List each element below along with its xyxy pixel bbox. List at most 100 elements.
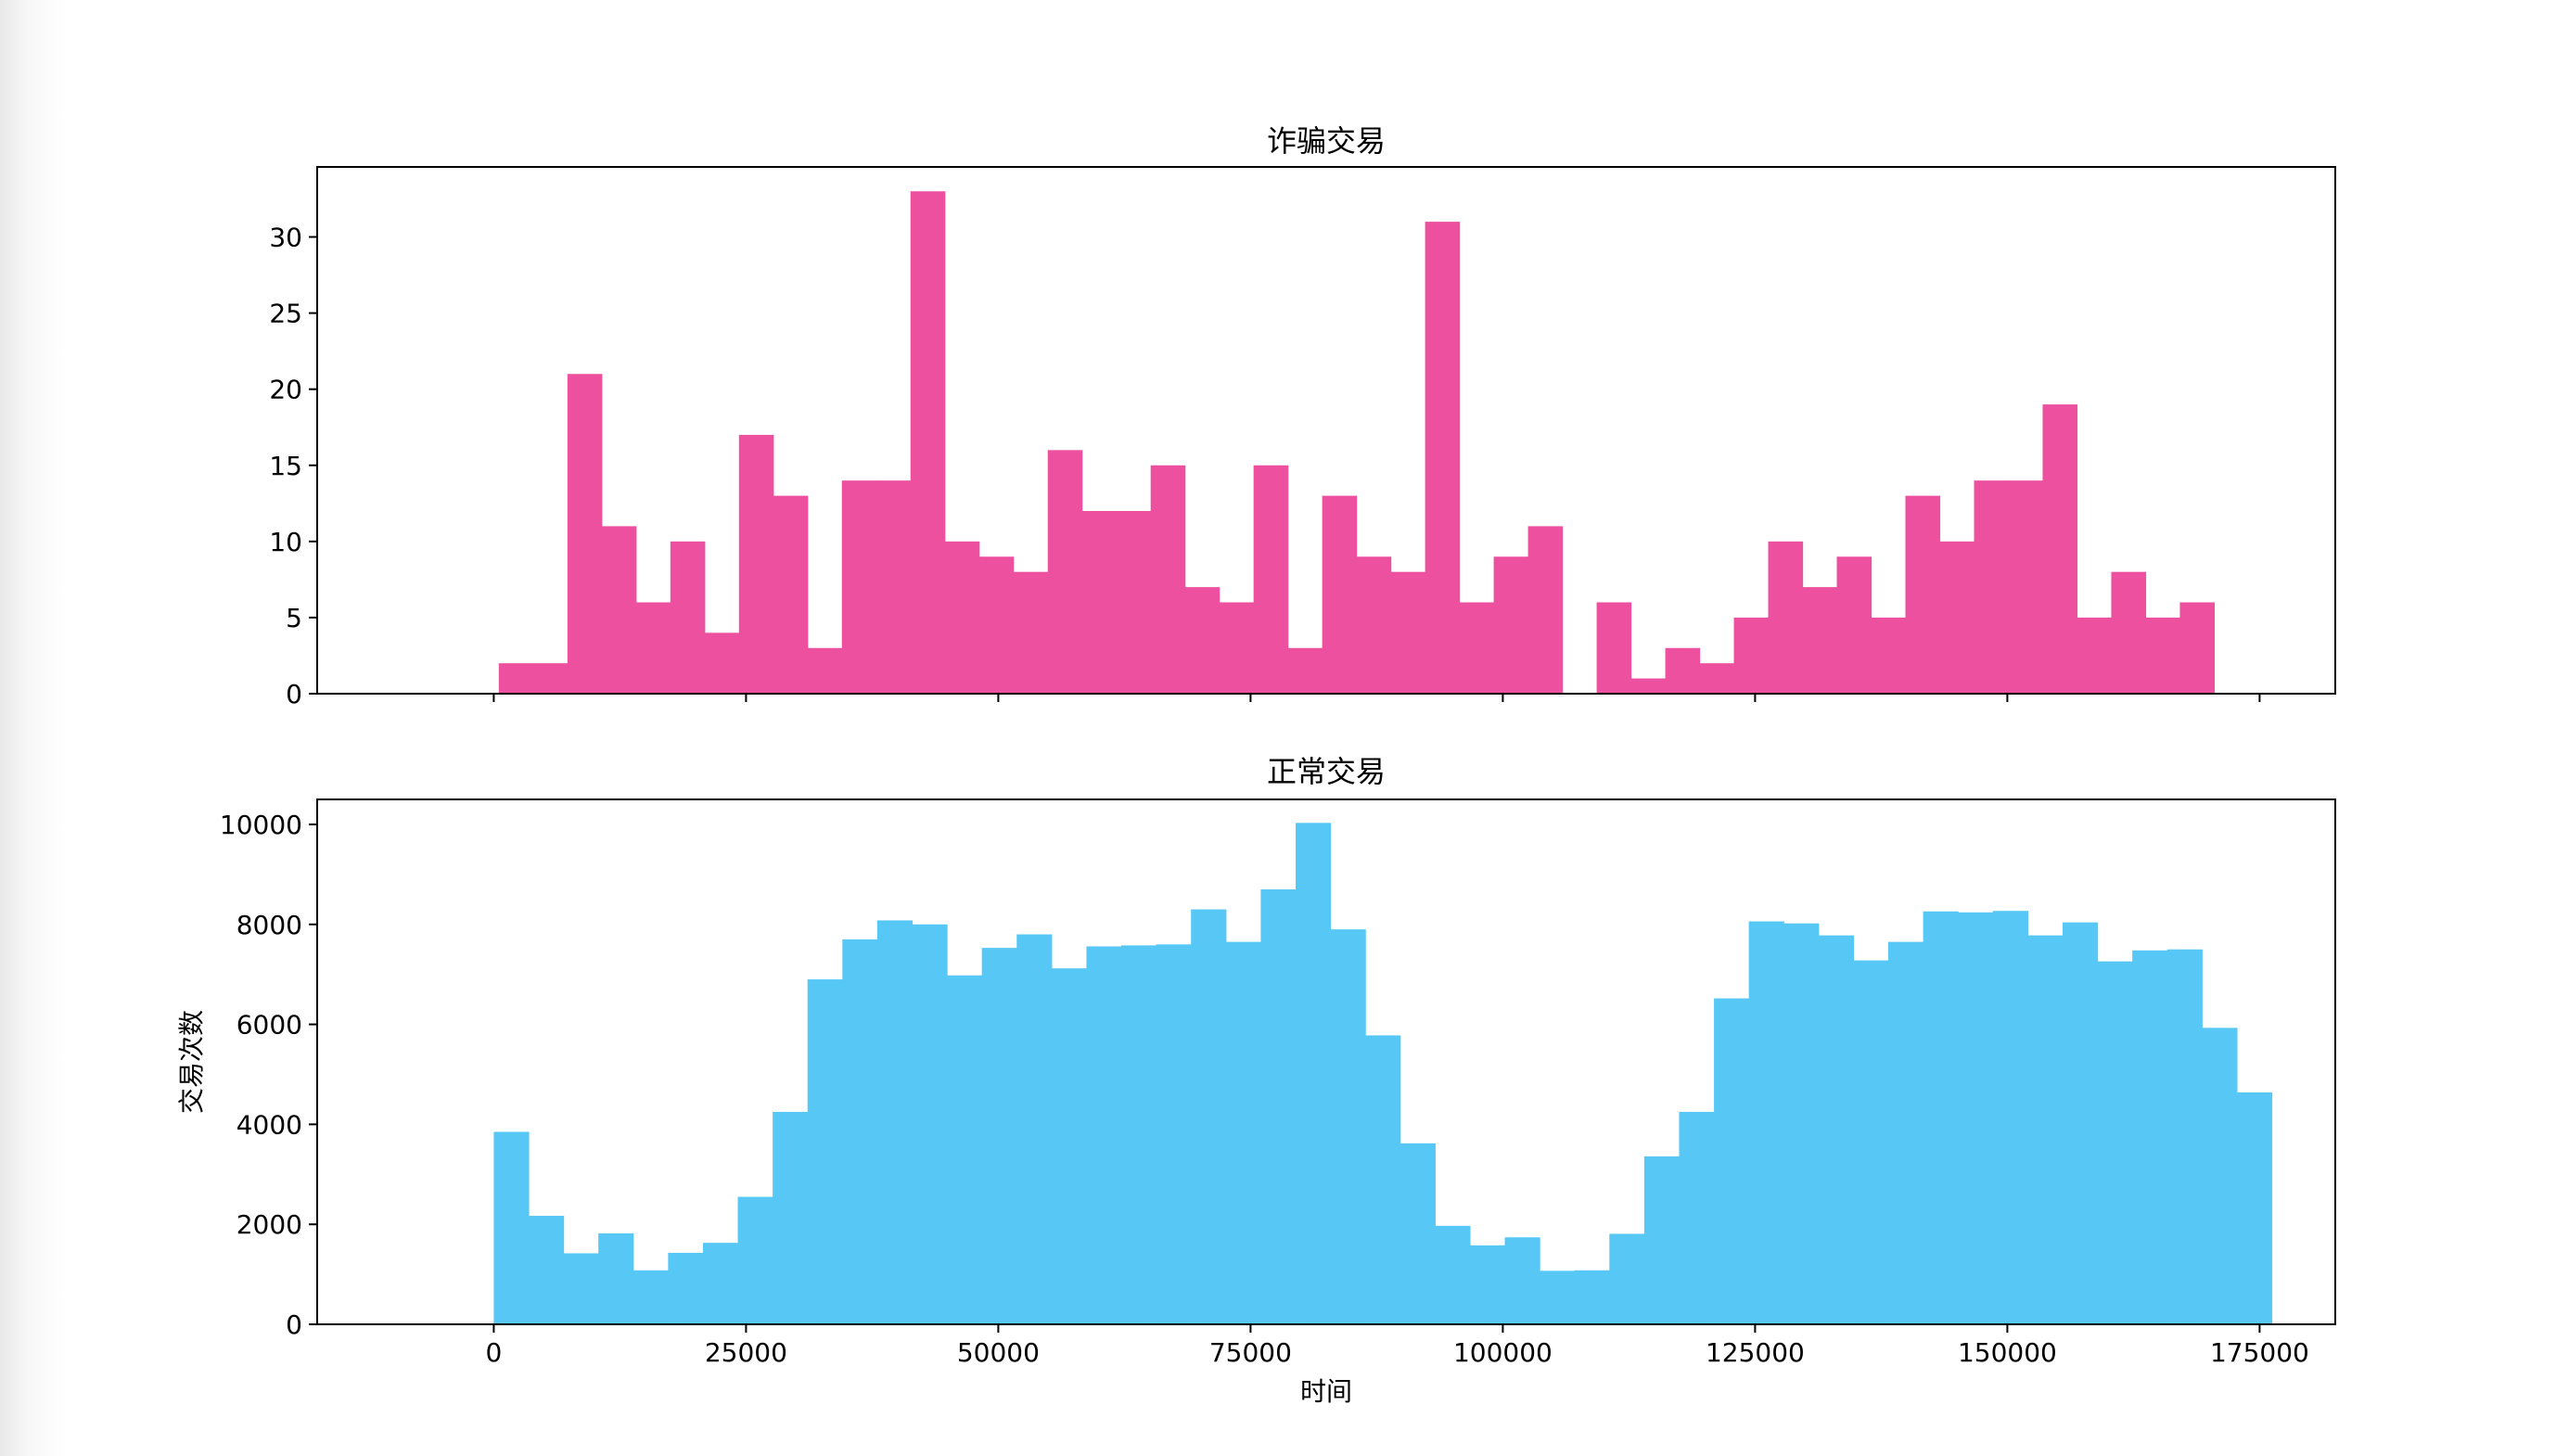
normal-bar: [1225, 941, 1261, 1324]
normal-bar: [1330, 929, 1366, 1324]
fraud-bar: [1390, 571, 1426, 694]
normal-bar: [493, 1131, 530, 1324]
fraud-bar: [1081, 511, 1118, 694]
normal-y-tick-label: 8000: [236, 910, 302, 940]
fraud-panel: 诈骗交易 0 5 10 15 20 25 30: [269, 123, 2336, 709]
normal-bar: [1469, 1245, 1506, 1324]
normal-bar: [1923, 911, 1959, 1324]
normal-bar: [2202, 1028, 2238, 1324]
normal-bar: [1504, 1237, 1540, 1324]
normal-bar: [1540, 1271, 1576, 1324]
normal-bar: [842, 939, 878, 1324]
fraud-bar: [807, 647, 843, 694]
normal-bar: [1121, 945, 1157, 1324]
normal-bar: [912, 924, 948, 1324]
fraud-bar: [1596, 602, 1632, 694]
fraud-bar: [841, 480, 877, 694]
normal-bar: [1609, 1233, 1645, 1324]
fraud-bar: [2008, 480, 2044, 694]
fraud-bar: [1425, 222, 1461, 694]
fraud-x-axis: [492, 694, 2261, 702]
fraud-y-tick-label: 15: [269, 451, 302, 481]
normal-x-tick-label: 75000: [1209, 1337, 1292, 1368]
fraud-y-tick-label: 10: [269, 527, 302, 557]
normal-y-tick-label: 0: [286, 1309, 302, 1340]
normal-bar: [1853, 960, 1889, 1324]
normal-bar: [1191, 909, 1227, 1324]
fraud-y-tick-label: 30: [269, 223, 302, 253]
fraud-bar: [498, 663, 534, 694]
normal-bar: [1156, 944, 1192, 1324]
normal-x-tick-label: 150000: [1958, 1337, 2057, 1368]
fraud-bars: [498, 191, 2216, 694]
fraud-plot-frame: [316, 166, 2336, 695]
fraud-bar: [704, 632, 740, 694]
fraud-bar: [1184, 587, 1220, 694]
fraud-y-tick-label: 0: [286, 679, 302, 709]
fraud-bar: [738, 434, 774, 694]
normal-x-tick-label: 125000: [1706, 1337, 1805, 1368]
normal-bar: [1399, 1143, 1436, 1324]
fraud-bar: [1768, 541, 1804, 694]
fraud-bar: [773, 495, 809, 694]
normal-panel: 正常交易 0 2000 4000 6000 8000 10000 0 25000 50000 7…: [176, 754, 2336, 1407]
normal-x-tick-label: 50000: [957, 1337, 1040, 1368]
normal-bar: [633, 1270, 669, 1324]
normal-bar: [1435, 1225, 1471, 1324]
normal-bar: [1051, 968, 1088, 1324]
normal-bar: [702, 1243, 739, 1324]
normal-bar: [1260, 889, 1297, 1324]
normal-bar: [773, 1111, 809, 1324]
normal-bar: [1748, 921, 1784, 1324]
fraud-bar: [2145, 617, 2181, 694]
normal-y-tick-label: 6000: [236, 1010, 302, 1041]
fraud-y-tick-label: 5: [286, 603, 302, 633]
normal-bar: [1958, 912, 1994, 1324]
normal-bar: [2166, 949, 2203, 1324]
normal-x-tick-label: 100000: [1453, 1337, 1553, 1368]
normal-x-axis: 0 25000 50000 75000 100000 125000 150000 175000: [485, 1324, 2309, 1368]
normal-y-tick-label: 10000: [220, 810, 302, 840]
fraud-bar: [910, 191, 946, 694]
normal-bars: [493, 823, 2273, 1324]
normal-bar: [1818, 935, 1855, 1324]
normal-bar: [1643, 1156, 1681, 1324]
fraud-bar: [670, 541, 706, 694]
normal-y-axis: 0 2000 4000 6000 8000 10000: [220, 810, 317, 1340]
fraud-bar: [1974, 480, 2010, 694]
fraud-bar: [1287, 647, 1323, 694]
normal-bar: [1888, 941, 1924, 1324]
normal-bar: [1086, 946, 1122, 1324]
normal-bar: [1016, 934, 1053, 1324]
x-axis-label: 时间: [1300, 1376, 1352, 1407]
normal-y-tick-label: 2000: [236, 1209, 302, 1240]
normal-bar: [2097, 961, 2133, 1324]
fraud-bar: [1699, 663, 1735, 694]
fraud-bar: [1047, 450, 1083, 694]
fraud-bar: [1116, 511, 1152, 694]
y-axis-label: 交易次数: [176, 1010, 207, 1114]
fraud-bar: [1150, 465, 1186, 694]
normal-bar: [2236, 1092, 2273, 1324]
fraud-bar: [1665, 647, 1701, 694]
fraud-y-axis: 0 5 10 15 20 25 30: [269, 223, 317, 709]
normal-chart-title: 正常交易: [1267, 754, 1386, 789]
normal-bar: [1992, 911, 2028, 1324]
fraud-bar: [532, 663, 569, 694]
fraud-bar: [1939, 541, 1975, 694]
normal-bar: [668, 1252, 704, 1324]
normal-bar: [876, 920, 914, 1324]
normal-bar: [563, 1253, 599, 1324]
normal-x-tick-label: 25000: [705, 1337, 787, 1368]
fraud-bar: [1802, 587, 1838, 694]
fraud-bar: [875, 480, 912, 694]
fraud-y-tick-label: 20: [269, 375, 302, 405]
fraud-bar: [1253, 465, 1289, 694]
fraud-bar: [1527, 526, 1564, 694]
fraud-bar: [635, 602, 671, 694]
fraud-bar: [1459, 602, 1495, 694]
normal-bar: [1679, 1111, 1715, 1324]
normal-bar: [947, 975, 983, 1324]
